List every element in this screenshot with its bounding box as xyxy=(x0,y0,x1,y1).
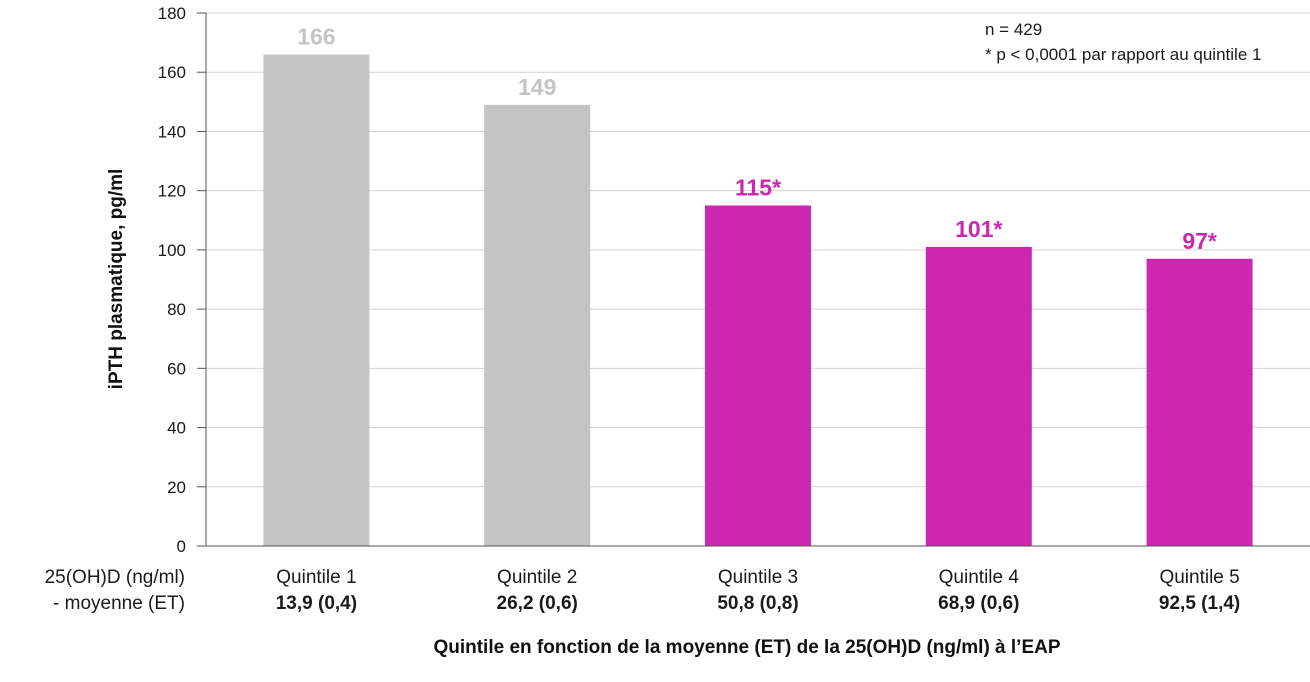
x-category-mean-4: 68,9 (0,6) xyxy=(938,593,1019,614)
x-category-label-5: Quintile 5 xyxy=(1159,567,1239,588)
y-tick-label: 180 xyxy=(158,4,186,23)
data-label-3: 115* xyxy=(735,174,781,200)
x-category-label-4: Quintile 4 xyxy=(939,567,1020,588)
y-tick-labels: 0 20 40 60 80 100 120 140 160 180 xyxy=(158,4,206,556)
annotation-n: n = 429 xyxy=(985,20,1042,39)
y-tick-label: 80 xyxy=(167,300,186,319)
data-labels: 166 149 115* 101* 97* xyxy=(297,23,1217,253)
x-category-mean-3: 50,8 (0,8) xyxy=(717,593,798,614)
annotation-significance: * p < 0,0001 par rapport au quintile 1 xyxy=(985,45,1261,64)
y-tick-label: 40 xyxy=(167,419,186,438)
y-tick-label: 0 xyxy=(177,537,186,556)
bar-5 xyxy=(1146,258,1253,546)
axes xyxy=(205,13,1310,547)
y-tick-label: 120 xyxy=(158,182,186,201)
bar-4 xyxy=(925,246,1032,546)
row-label-line1: 25(OH)D (ng/ml) xyxy=(45,567,185,588)
y-tick-label: 20 xyxy=(167,478,186,497)
x-category-label-3: Quintile 3 xyxy=(718,567,798,588)
data-label-2: 149 xyxy=(518,74,556,100)
y-tick-label: 60 xyxy=(167,359,186,378)
x-category-label-2: Quintile 2 xyxy=(497,567,577,588)
x-category-mean-1: 13,9 (0,4) xyxy=(276,593,357,614)
x-category-mean-2: 26,2 (0,6) xyxy=(497,593,578,614)
x-category-mean-5: 92,5 (1,4) xyxy=(1159,593,1240,614)
bar-2 xyxy=(484,104,591,547)
row-label-line2: - moyenne (ET) xyxy=(53,593,185,614)
y-axis-title: iPTH plasmatique, pg/ml xyxy=(106,169,127,390)
bar-1 xyxy=(263,54,370,546)
x-category-labels: Quintile 1 13,9 (0,4) Quintile 2 26,2 (0,6)… xyxy=(276,567,1241,614)
bar-3 xyxy=(705,205,811,546)
bars xyxy=(263,54,1253,547)
y-tick-label: 140 xyxy=(158,122,186,141)
y-tick-label: 100 xyxy=(158,241,186,260)
y-tick-label: 160 xyxy=(158,63,186,82)
data-label-1: 166 xyxy=(297,23,335,49)
x-axis-title: Quintile en fonction de la moyenne (ET) … xyxy=(433,637,1060,658)
data-label-4: 101* xyxy=(955,216,1002,242)
data-label-5: 97* xyxy=(1182,228,1217,254)
x-category-label-1: Quintile 1 xyxy=(276,567,356,588)
